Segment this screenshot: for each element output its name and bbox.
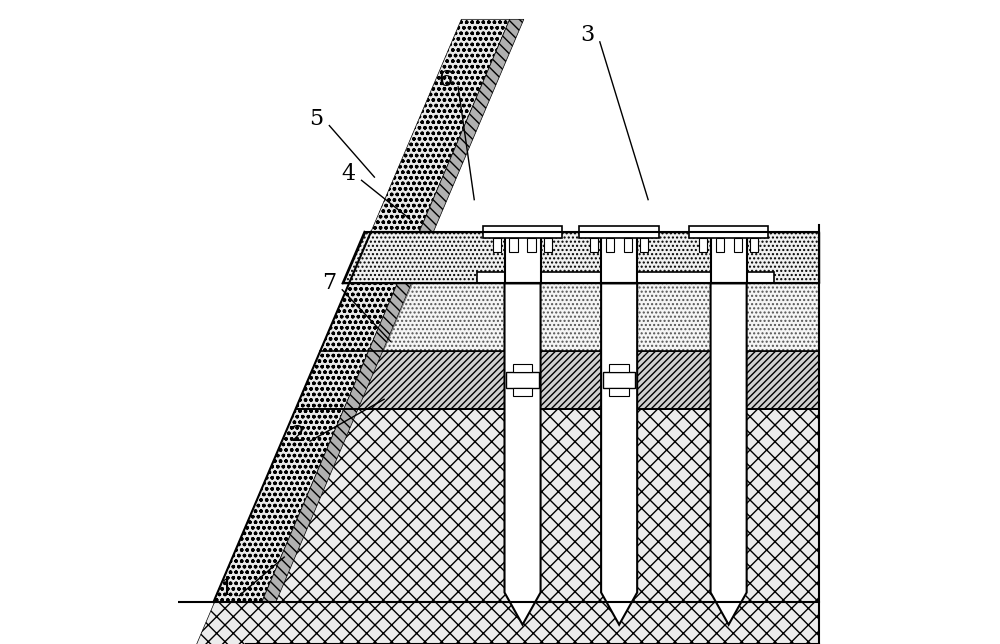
Bar — [527, 238, 536, 252]
Bar — [603, 372, 635, 388]
Polygon shape — [711, 283, 747, 625]
Bar — [699, 238, 707, 252]
Bar — [716, 238, 724, 252]
Text: 7: 7 — [322, 272, 336, 294]
Polygon shape — [505, 283, 541, 625]
Bar — [640, 238, 648, 252]
Bar — [513, 364, 532, 372]
Bar — [579, 226, 659, 238]
Bar — [477, 272, 774, 283]
Bar — [689, 226, 768, 238]
Text: 3: 3 — [580, 24, 594, 46]
Bar — [483, 226, 562, 238]
Bar — [624, 238, 632, 252]
Polygon shape — [262, 19, 524, 602]
Polygon shape — [601, 283, 637, 625]
Bar — [509, 238, 518, 252]
Polygon shape — [343, 232, 819, 283]
Bar — [590, 238, 598, 252]
Polygon shape — [213, 19, 510, 602]
Bar — [513, 388, 532, 395]
Polygon shape — [358, 283, 819, 409]
Bar — [609, 388, 629, 395]
Bar — [734, 238, 742, 252]
Text: 2: 2 — [290, 424, 304, 446]
Text: 4: 4 — [342, 163, 356, 185]
Polygon shape — [505, 229, 541, 283]
Text: 5: 5 — [309, 108, 324, 130]
Bar — [609, 364, 629, 372]
Bar — [606, 238, 614, 252]
Polygon shape — [601, 229, 637, 283]
Text: 6: 6 — [438, 70, 452, 91]
Polygon shape — [711, 229, 747, 283]
Polygon shape — [178, 409, 819, 644]
Bar — [506, 372, 539, 388]
Bar — [544, 238, 552, 252]
Polygon shape — [296, 351, 819, 409]
Bar — [493, 238, 501, 252]
Bar — [750, 238, 758, 252]
Text: 1: 1 — [219, 578, 233, 600]
